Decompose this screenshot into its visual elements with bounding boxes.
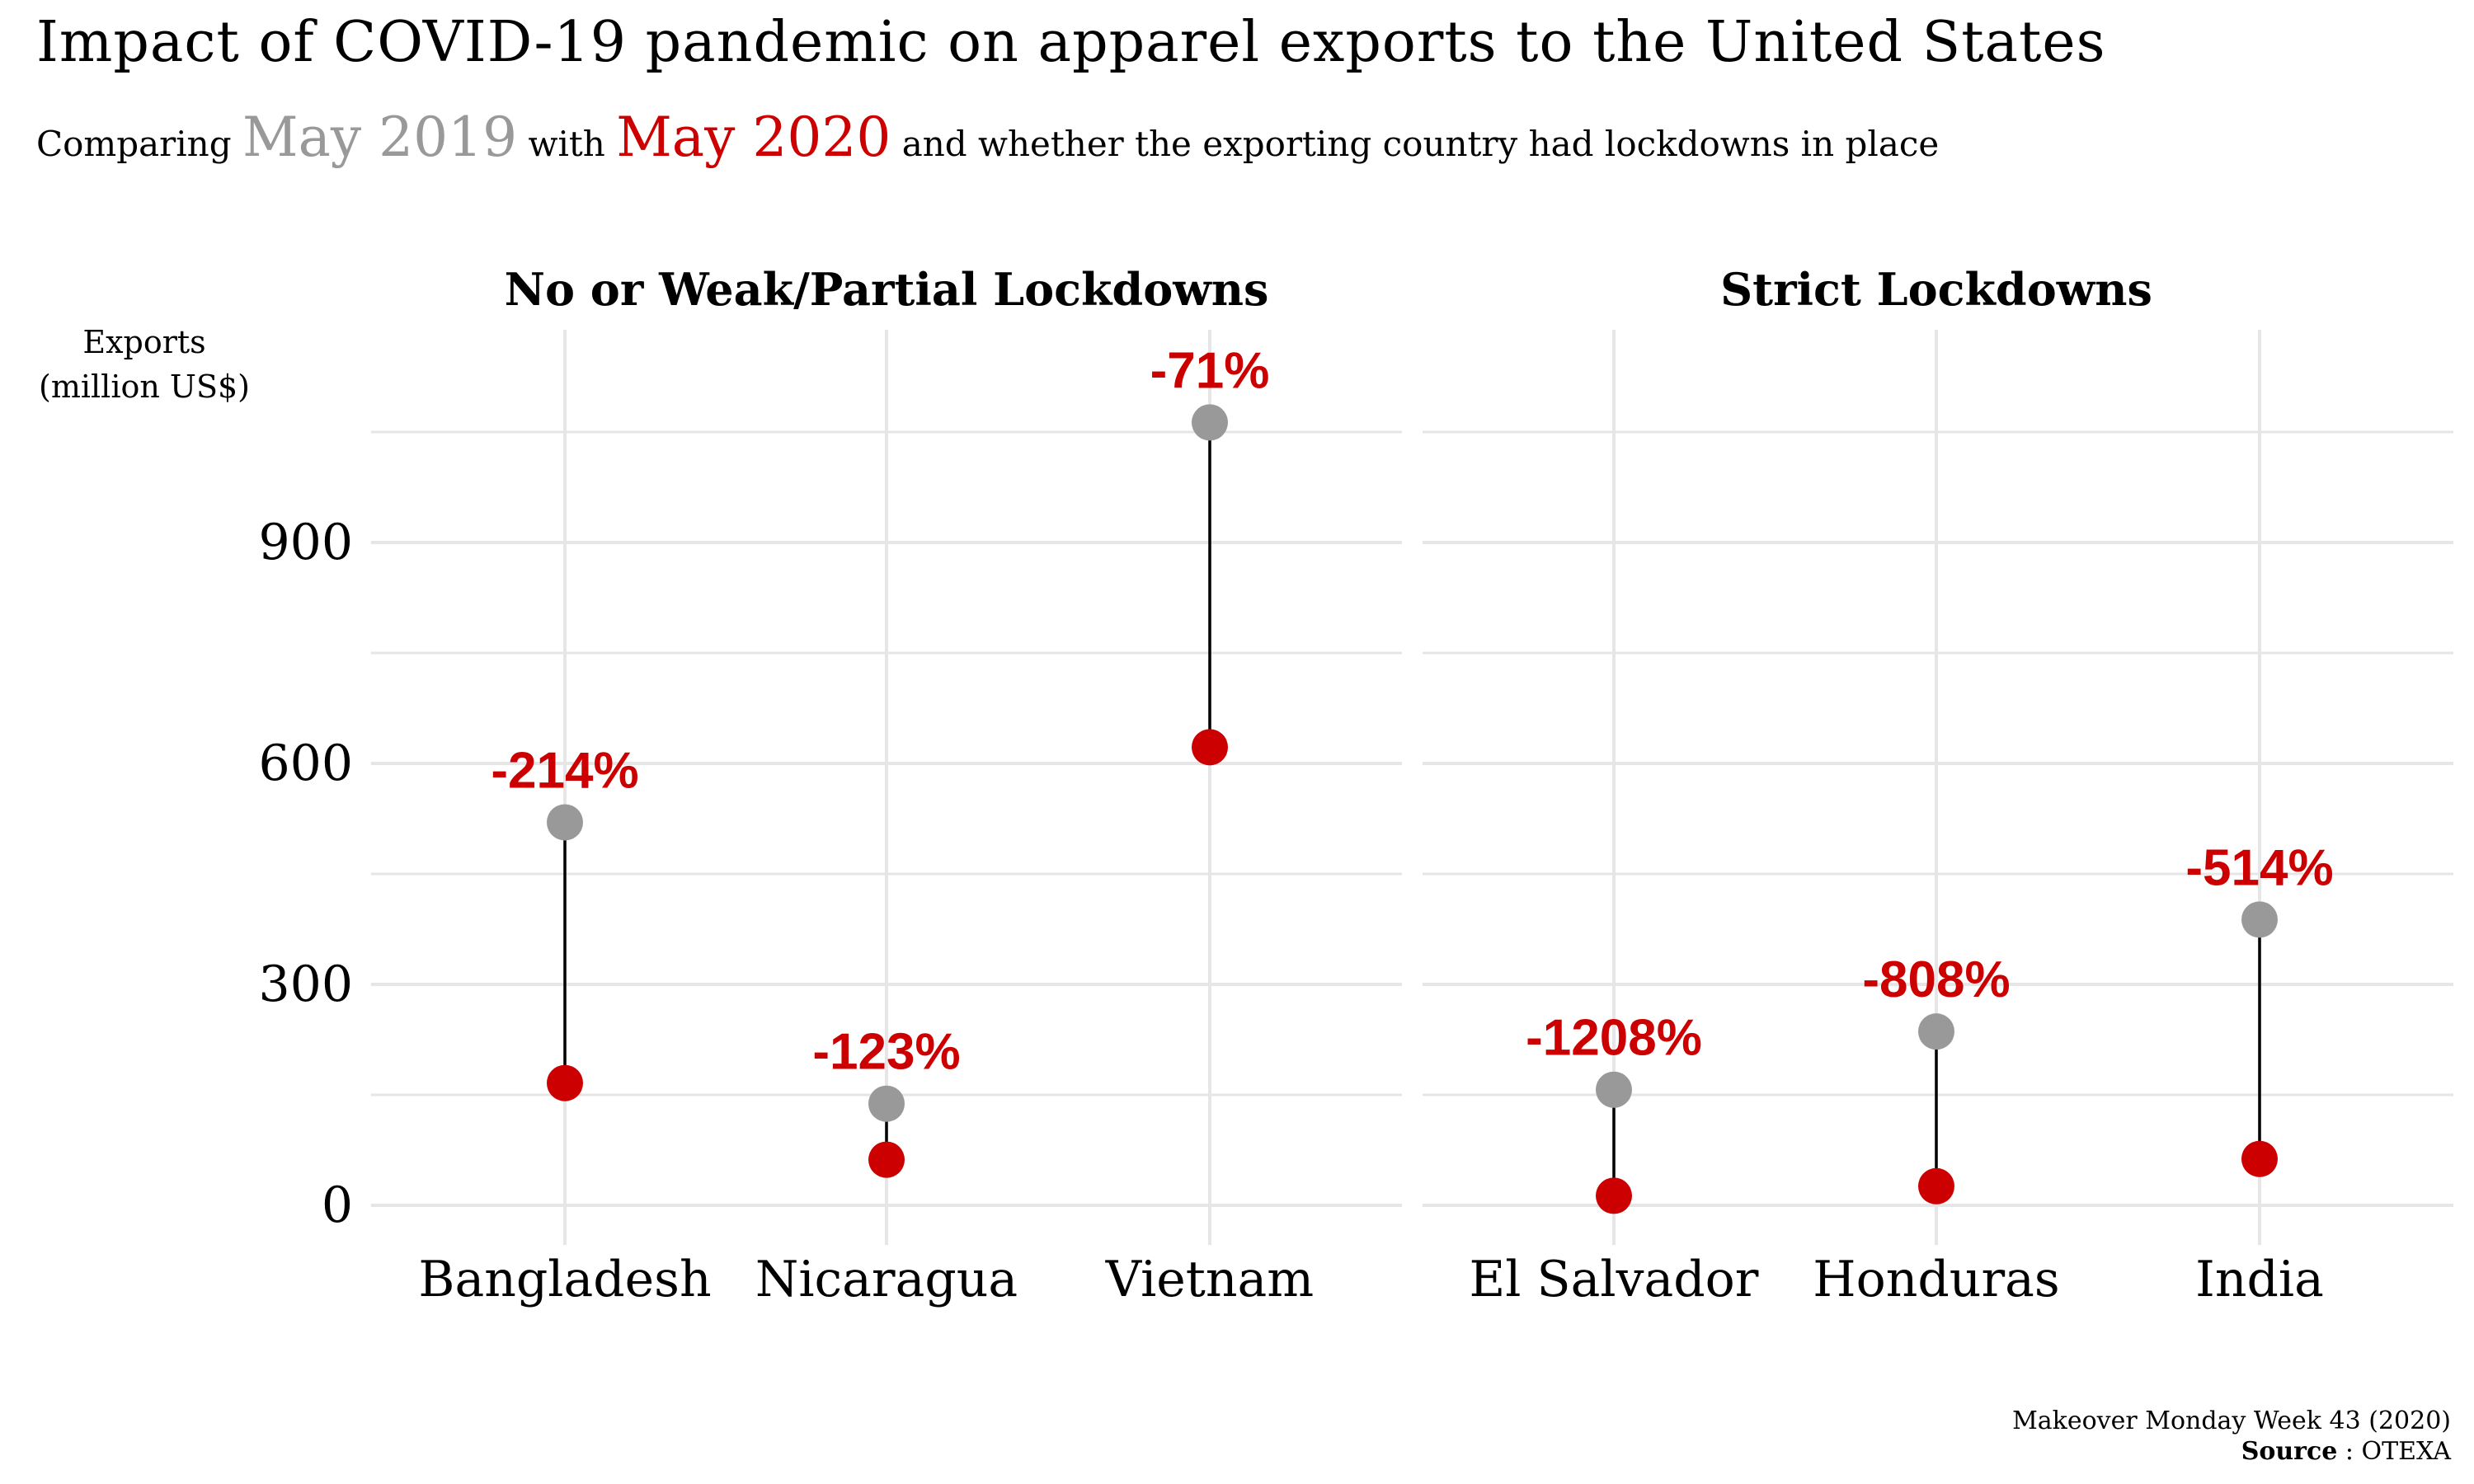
y-axis-title: Exports (82, 324, 205, 360)
y-tick-label: 300 (258, 956, 353, 1013)
panel-title: No or Weak/Partial Lockdowns (505, 263, 1269, 316)
y-tick-label: 900 (258, 514, 353, 571)
caption-source: Source : OTEXA (2012, 1437, 2451, 1468)
change-label: -514% (2185, 839, 2333, 896)
caption-credit: Makeover Monday Week 43 (2020) (2012, 1407, 2451, 1435)
point-may-2019 (868, 1085, 905, 1122)
subtitle-may-2020: May 2020 (616, 106, 891, 169)
x-tick-label: Bangladesh (418, 1251, 711, 1308)
chart-caption: Makeover Monday Week 43 (2020) Source : … (2012, 1407, 2451, 1467)
x-tick-label: El Salvador (1469, 1251, 1758, 1308)
caption-source-value: : OTEXA (2345, 1436, 2451, 1466)
x-tick-label: Vietnam (1105, 1251, 1314, 1308)
point-may-2020 (547, 1064, 583, 1101)
point-may-2020 (868, 1141, 905, 1178)
change-label: -71% (1150, 342, 1270, 399)
y-tick-label: 0 (322, 1176, 353, 1234)
grid-layer (371, 330, 2453, 1245)
change-label: -1208% (1526, 1010, 1702, 1067)
y-axis-title: (million US$) (39, 369, 250, 405)
x-tick-label: Honduras (1813, 1251, 2059, 1308)
chart-subtitle: Comparing May 2019 with May 2020 and whe… (36, 106, 1939, 169)
chart-title: Impact of COVID-19 pandemic on apparel e… (36, 10, 2106, 75)
point-may-2020 (2241, 1140, 2278, 1177)
label-layer: -214% -123% -71% -1208% -808% -514% (491, 342, 2333, 1080)
panel-title: Strict Lockdowns (1720, 263, 2152, 316)
change-label: -214% (491, 742, 638, 799)
mark-layer (547, 404, 2278, 1214)
point-may-2020 (1192, 729, 1228, 766)
subtitle-may-2019: May 2019 (242, 106, 518, 169)
point-may-2019 (547, 804, 583, 841)
subtitle-prefix: Comparing (36, 124, 232, 164)
point-may-2020 (1596, 1177, 1632, 1214)
point-may-2019 (1192, 404, 1228, 441)
axis-layer: 0 300 600 900 Exports (million US$) No or Weak… (39, 263, 2324, 1308)
point-may-2020 (1918, 1167, 1954, 1205)
x-tick-label: India (2195, 1251, 2324, 1308)
subtitle-middle: with (528, 124, 605, 164)
caption-source-label: Source (2241, 1436, 2338, 1466)
change-label: -123% (812, 1024, 960, 1081)
point-may-2019 (2241, 901, 2278, 938)
point-may-2019 (1918, 1013, 1954, 1050)
change-label: -808% (1862, 951, 2010, 1008)
point-may-2019 (1596, 1071, 1632, 1108)
subtitle-suffix: and whether the exporting country had lo… (901, 124, 1940, 164)
y-tick-label: 600 (258, 735, 353, 792)
x-tick-label: Nicaragua (755, 1251, 1018, 1308)
